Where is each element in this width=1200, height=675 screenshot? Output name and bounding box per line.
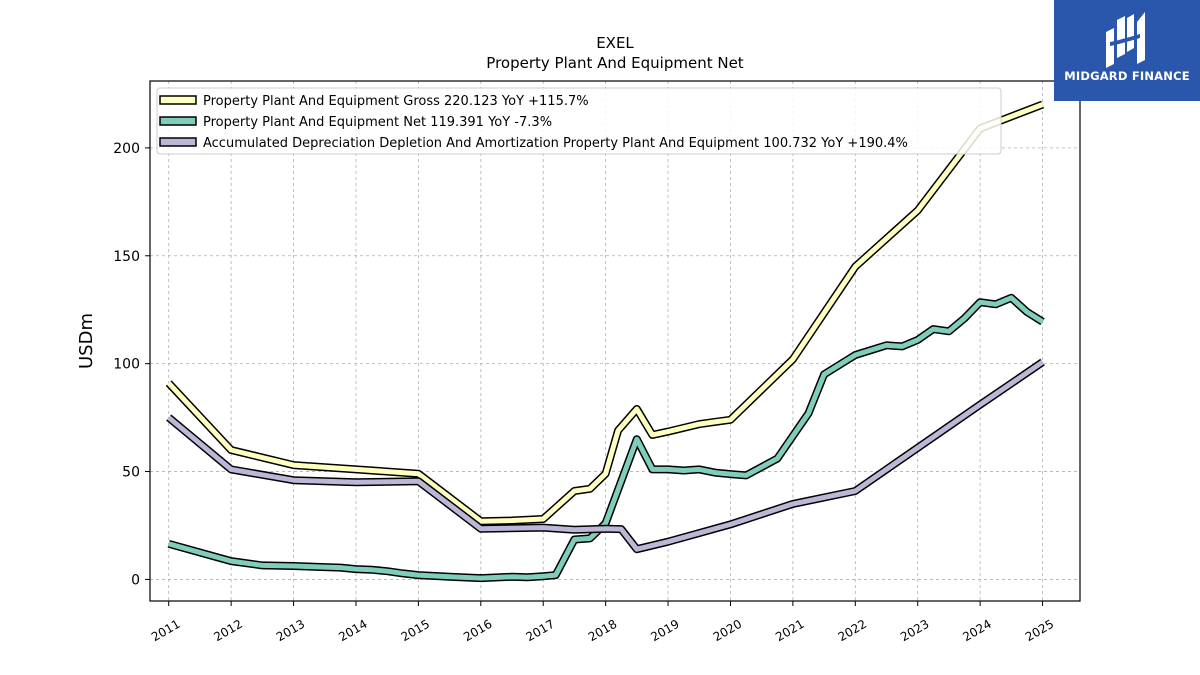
midgard-logo-icon [1106, 12, 1145, 68]
legend-label-3: Accumulated Depreciation Depletion And A… [203, 136, 908, 151]
brand-logo: MIDGARD FINANCE [1054, 0, 1200, 101]
x-tick-label: 2022 [836, 617, 869, 644]
brand-name: MIDGARD FINANCE [1064, 69, 1190, 83]
legend-box [156, 87, 1002, 155]
series-line-1 [166, 102, 1044, 524]
series-line-3 [167, 360, 1045, 552]
x-tick-label: 2019 [648, 617, 681, 644]
x-tick-label: 2020 [711, 617, 744, 644]
y-axis-label: USDm [76, 313, 97, 369]
x-tick-label: 2012 [211, 617, 244, 644]
y-tick-label: 50 [122, 465, 140, 481]
x-tick-label: 2024 [960, 617, 993, 644]
series-lines [165, 100, 1045, 583]
x-tick-label: 2025 [1023, 617, 1056, 644]
y-tick-label: 150 [113, 249, 140, 265]
chart-title: EXEL [596, 34, 634, 52]
legend-swatch-2 [159, 116, 197, 126]
x-tick-label: 2021 [773, 617, 806, 644]
x-tick-label: 2015 [399, 617, 432, 644]
plot-frame [149, 80, 1081, 602]
grid [150, 81, 1080, 601]
y-tick-label: 200 [113, 141, 140, 157]
legend-swatch-1 [159, 95, 197, 105]
legend-swatch-3 [159, 137, 197, 147]
legend: Property Plant And Equipment Gross 220.1… [156, 87, 1002, 155]
y-tick-label: 100 [113, 357, 140, 373]
x-tick-label: 2016 [461, 617, 494, 644]
legend-label-1: Property Plant And Equipment Gross 220.1… [203, 94, 589, 109]
x-tick-label: 2017 [523, 617, 556, 644]
x-tick-label: 2014 [336, 617, 369, 644]
x-tick-label: 2018 [586, 617, 619, 644]
legend-label-2: Property Plant And Equipment Net 119.391… [203, 115, 552, 130]
series-line-2 [168, 295, 1044, 581]
chart-subtitle: Property Plant And Equipment Net [486, 54, 743, 72]
x-tick-label: 2011 [149, 617, 182, 644]
y-tick-label: 0 [131, 572, 140, 588]
x-tick-label: 2023 [898, 617, 931, 644]
x-tick-label: 2013 [274, 617, 307, 644]
